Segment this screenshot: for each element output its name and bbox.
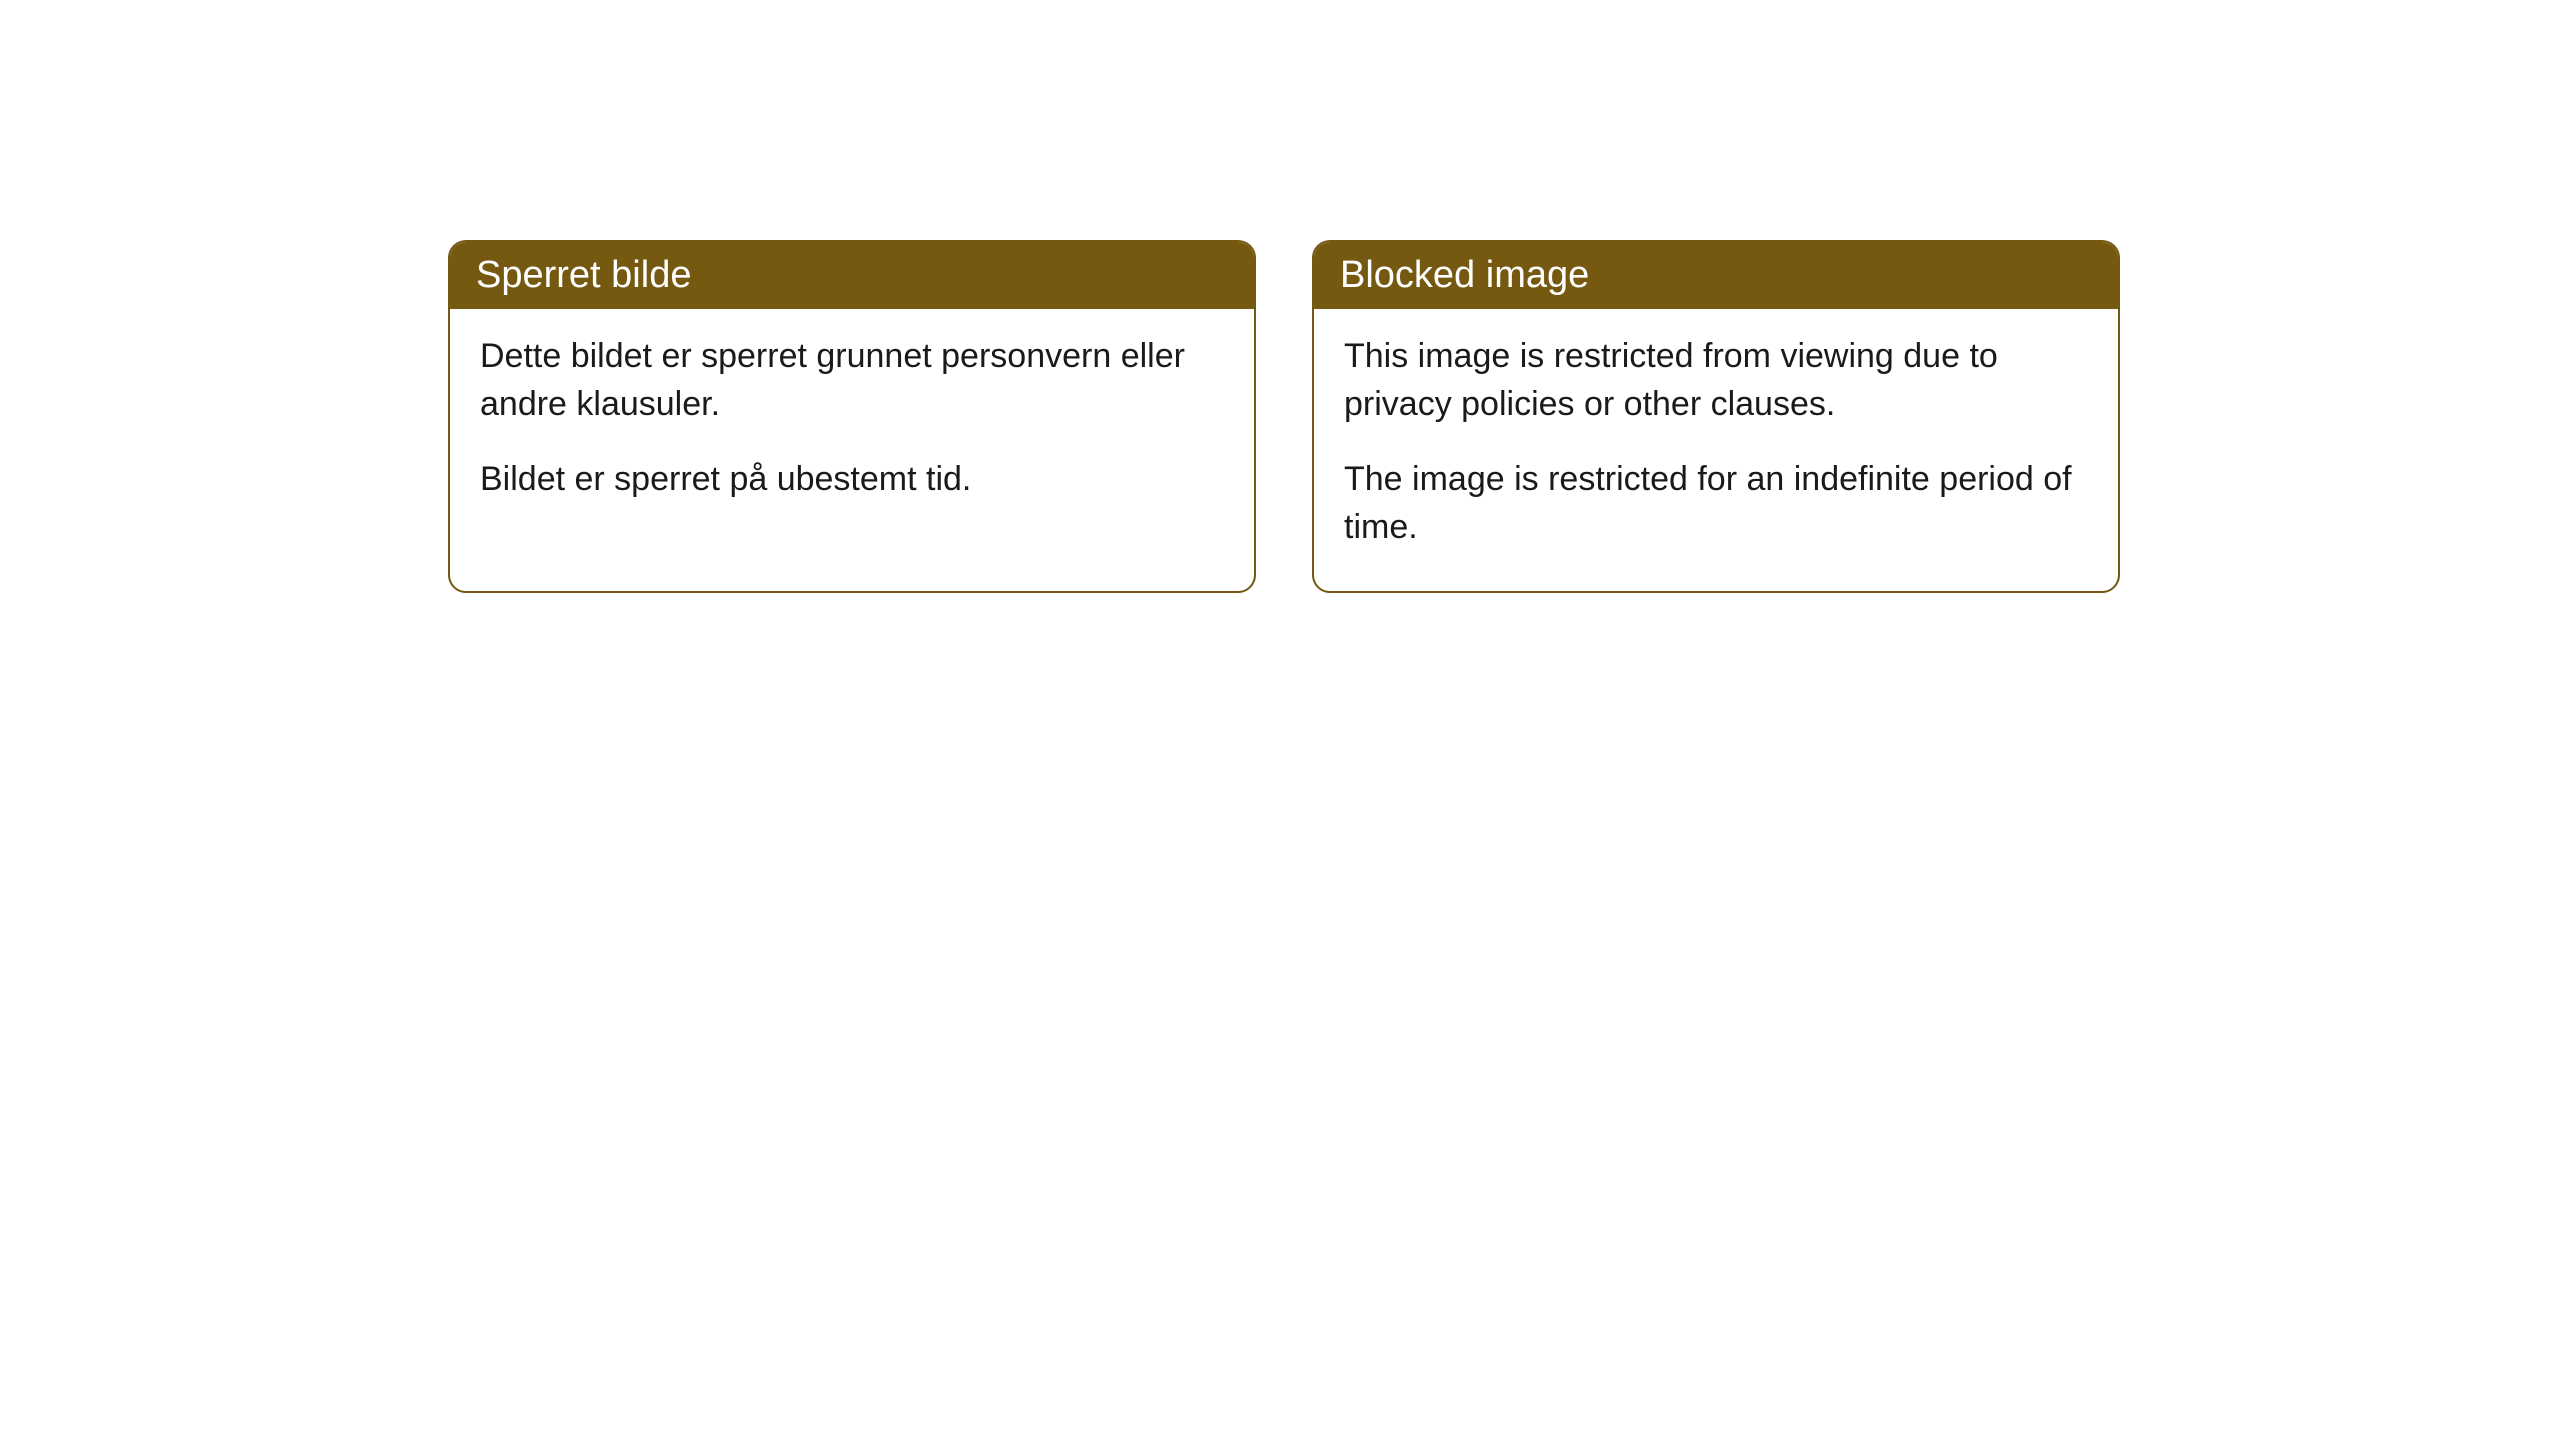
notice-paragraph: This image is restricted from viewing du… <box>1344 333 2088 428</box>
notice-card-english: Blocked image This image is restricted f… <box>1312 240 2120 593</box>
notice-body: This image is restricted from viewing du… <box>1314 309 2118 591</box>
notice-paragraph: Dette bildet er sperret grunnet personve… <box>480 333 1224 428</box>
notice-header: Sperret bilde <box>450 242 1254 309</box>
notice-card-norwegian: Sperret bilde Dette bildet er sperret gr… <box>448 240 1256 593</box>
notice-container: Sperret bilde Dette bildet er sperret gr… <box>0 0 2560 593</box>
notice-paragraph: Bildet er sperret på ubestemt tid. <box>480 456 1224 504</box>
notice-paragraph: The image is restricted for an indefinit… <box>1344 456 2088 551</box>
notice-body: Dette bildet er sperret grunnet personve… <box>450 309 1254 544</box>
notice-header: Blocked image <box>1314 242 2118 309</box>
